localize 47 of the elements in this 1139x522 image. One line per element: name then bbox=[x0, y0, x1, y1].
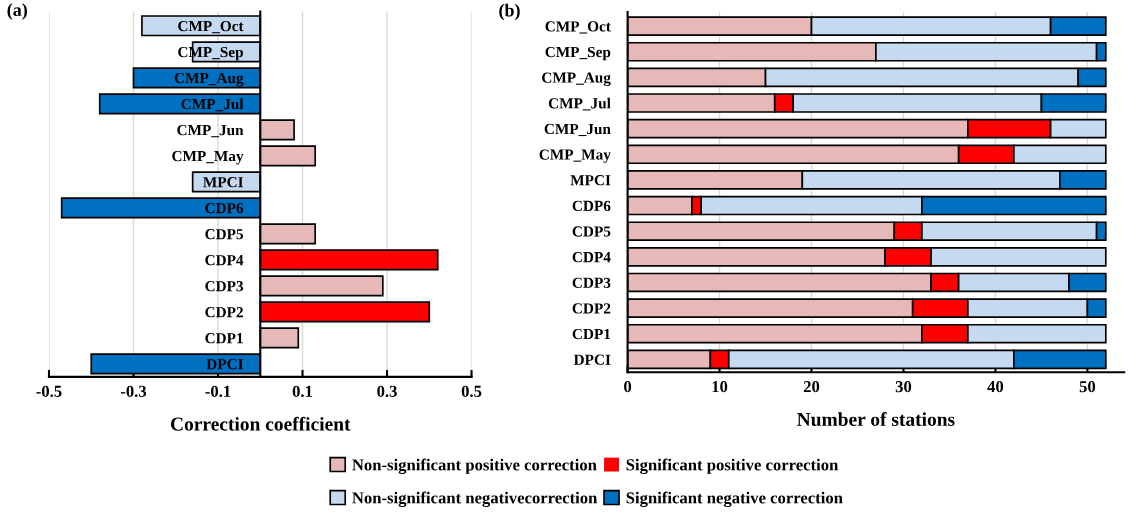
y-tick-label: CDP3 bbox=[572, 277, 611, 288]
x-tick-label: -0.1 bbox=[205, 385, 231, 398]
legend-label: Non-significant negativecorrection bbox=[352, 491, 598, 507]
y-tick-label: CDP6 bbox=[572, 200, 611, 212]
y-tick-label: DPCI bbox=[206, 359, 244, 370]
x-tick-label: 0.3 bbox=[377, 385, 397, 398]
legend-label: Non-significant positive correction bbox=[352, 458, 597, 474]
y-tick-label: MPCI bbox=[203, 177, 244, 188]
y-tick-label: CDP4 bbox=[205, 255, 244, 266]
y-tick-label: CMP_May bbox=[172, 150, 244, 165]
y-tick-label: MPCI bbox=[570, 175, 611, 186]
x-tick-label: 10 bbox=[712, 381, 728, 393]
x-tick-label: 50 bbox=[1079, 381, 1096, 393]
x-axis-title: Number of stations bbox=[797, 412, 955, 427]
x-tick-label: 0 bbox=[624, 381, 632, 393]
x-axis-title: Correction coefficient bbox=[170, 416, 351, 431]
y-tick-label: CMP_Jul bbox=[548, 97, 611, 111]
y-tick-label: CDP3 bbox=[205, 281, 244, 292]
y-tick-label: CMP_Jun bbox=[177, 125, 244, 138]
y-tick-label: CDP5 bbox=[572, 226, 611, 237]
y-tick-label: CDP2 bbox=[205, 307, 243, 318]
y-tick-label: CDP1 bbox=[572, 328, 611, 340]
y-tick-label: CMP_Aug bbox=[174, 72, 244, 87]
y-tick-label: CMP_Oct bbox=[545, 21, 611, 34]
x-tick-label: 40 bbox=[987, 381, 1004, 393]
y-tick-label: CMP_Sep bbox=[545, 46, 611, 61]
legend-label: Significant positive correction bbox=[626, 458, 839, 474]
y-tick-label: CMP_Jul bbox=[181, 98, 244, 112]
chart-title: (a) bbox=[7, 3, 27, 20]
y-tick-label: CMP_May bbox=[539, 149, 611, 163]
y-tick-label: CDP5 bbox=[205, 229, 244, 240]
x-tick-label: 0.1 bbox=[292, 385, 313, 398]
x-tick-label: -0.5 bbox=[36, 385, 62, 398]
y-tick-label: CMP_Oct bbox=[178, 20, 244, 34]
y-tick-label: CMP_Jun bbox=[544, 123, 611, 137]
y-tick-label: CDP4 bbox=[572, 252, 611, 263]
x-tick-label: 20 bbox=[803, 381, 820, 393]
y-tick-label: DPCI bbox=[573, 354, 611, 365]
x-tick-label: 0.5 bbox=[461, 385, 482, 398]
chart-title: (b) bbox=[499, 3, 520, 21]
y-tick-label: CDP2 bbox=[572, 303, 611, 314]
y-tick-label: CDP1 bbox=[205, 333, 243, 344]
x-tick-label: 30 bbox=[895, 381, 912, 393]
x-tick-label: -0.3 bbox=[120, 385, 147, 398]
y-tick-label: CMP_Aug bbox=[542, 72, 611, 86]
y-tick-label: CDP6 bbox=[205, 203, 244, 214]
legend-label: Significant negative correction bbox=[626, 491, 843, 507]
